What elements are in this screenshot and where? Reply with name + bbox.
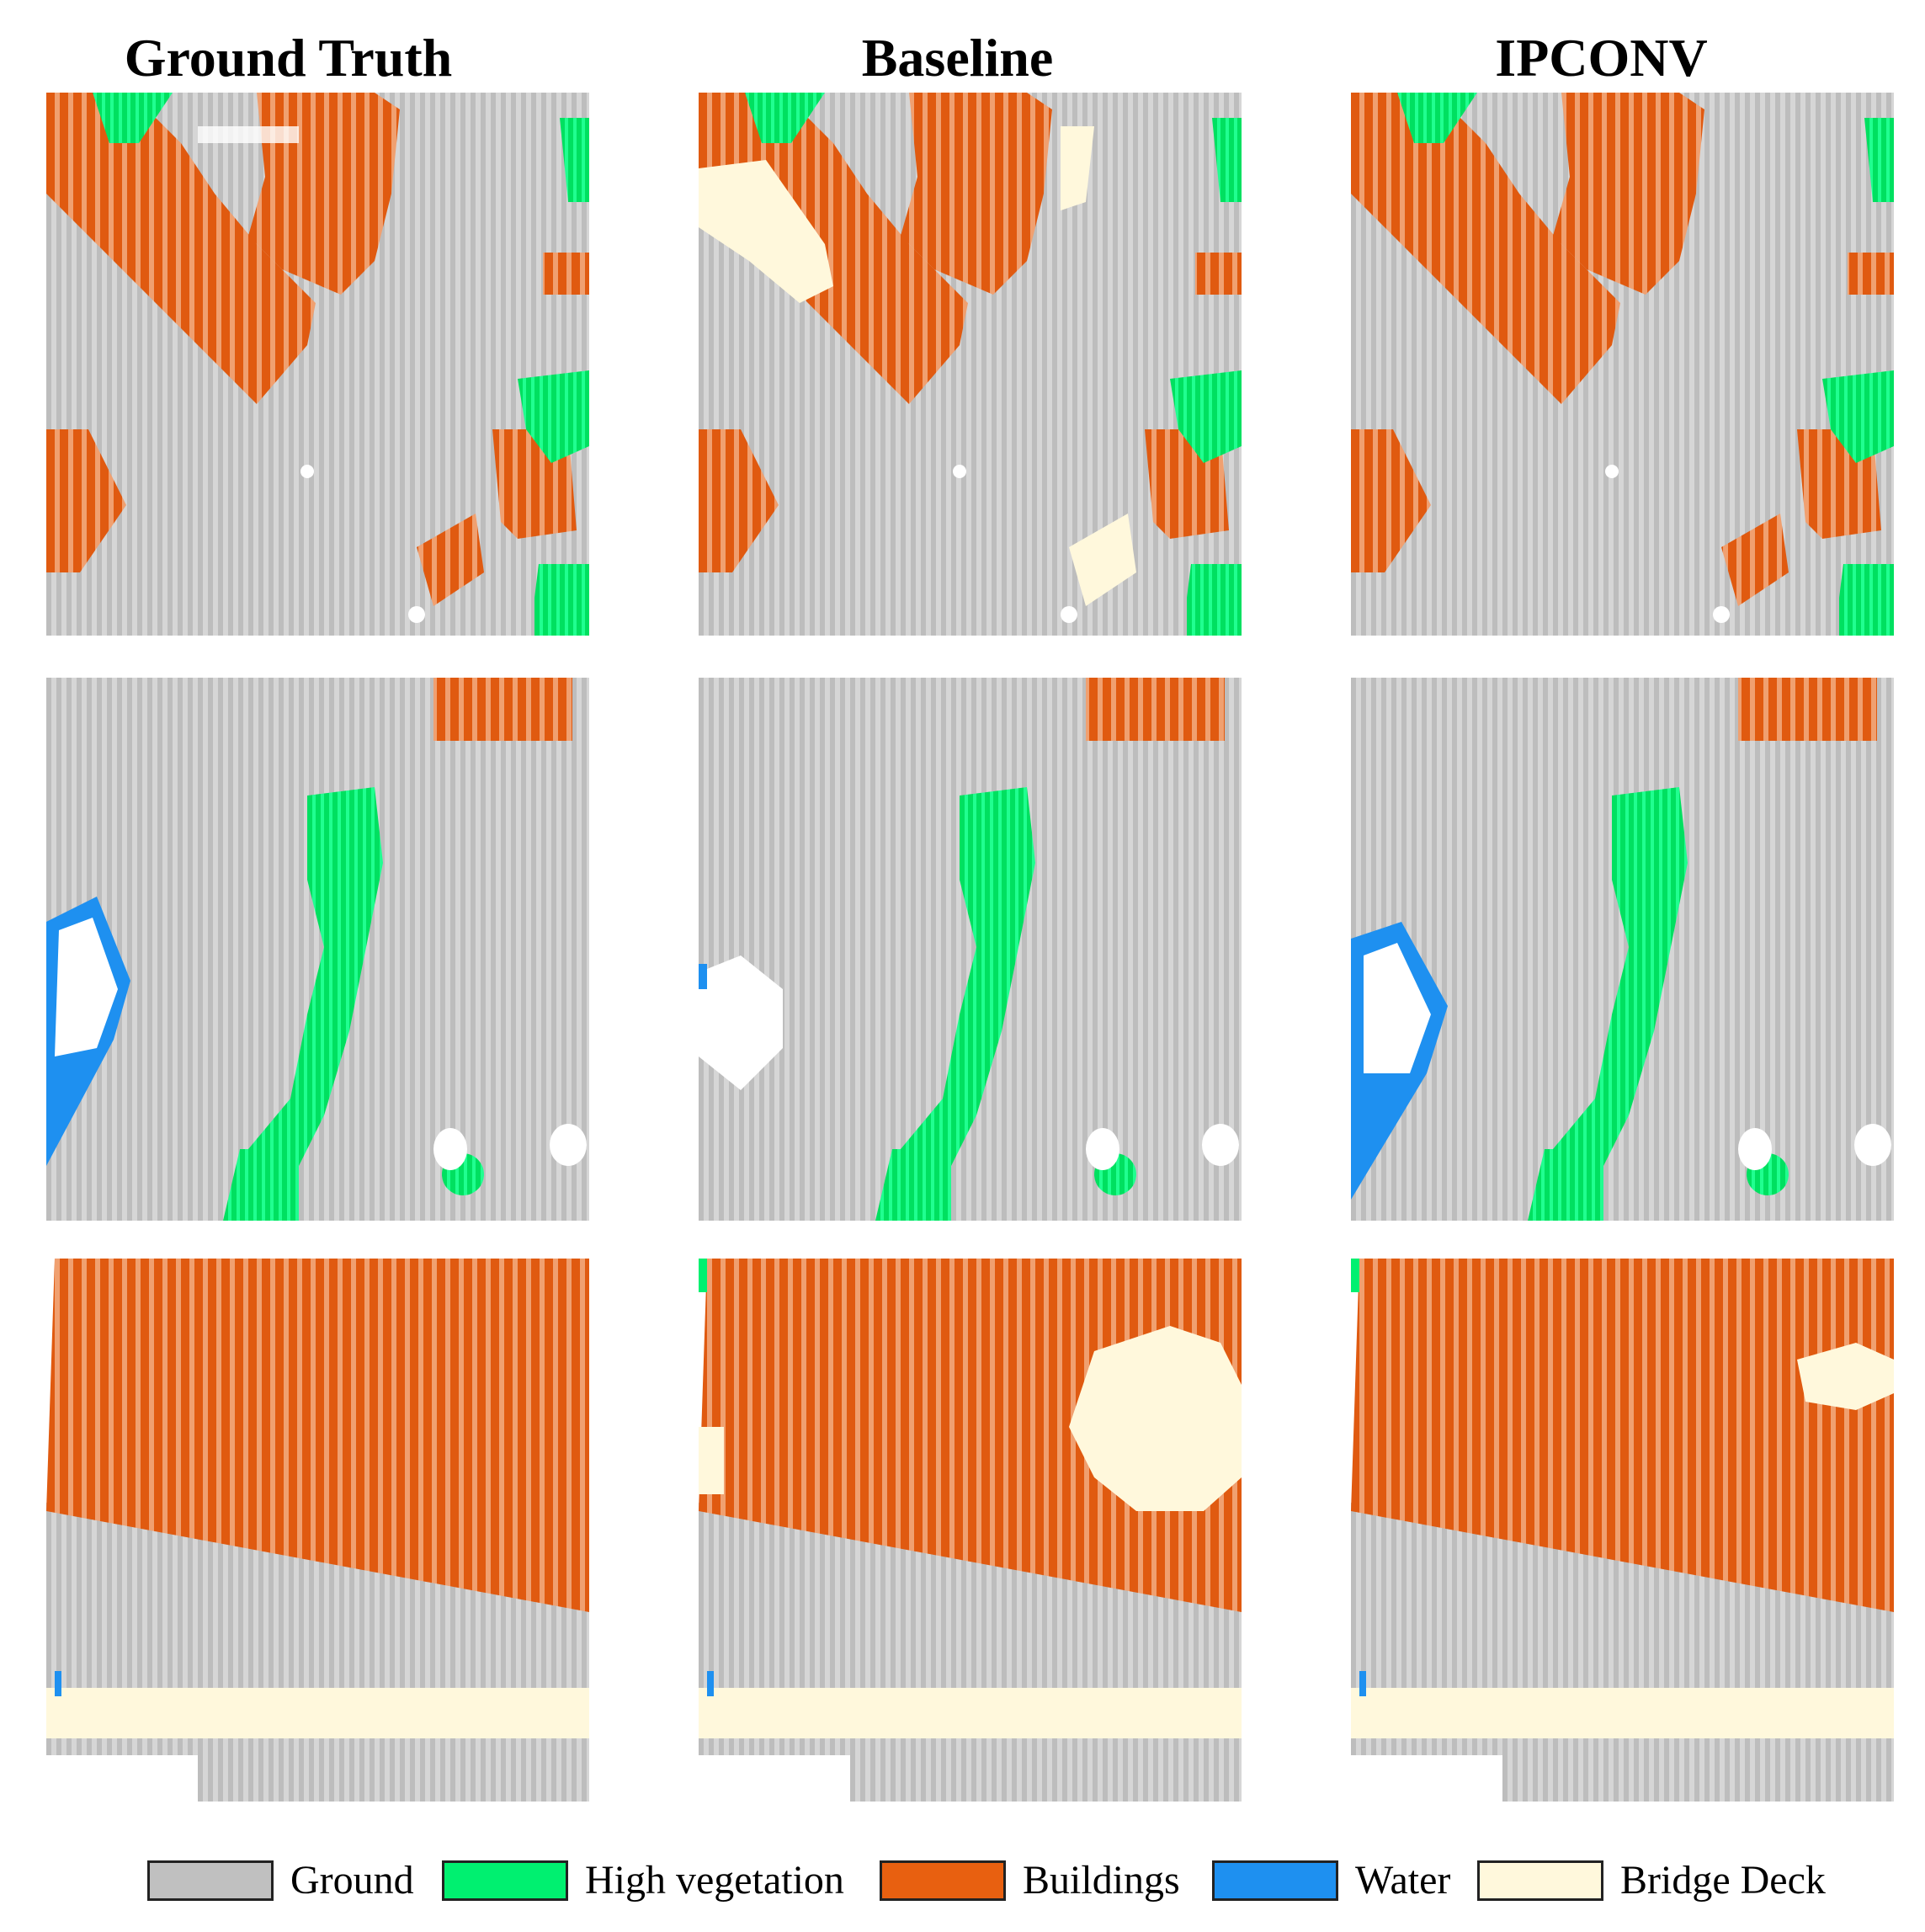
legend-swatch-buildings [880,1860,1006,1901]
legend-label-water: Water [1355,1858,1451,1903]
legend-label-bridge-deck: Bridge Deck [1620,1858,1826,1903]
legend-label-high-vegetation: High vegetation [585,1858,844,1903]
panel-baseline-scene-1 [699,93,1242,636]
column-title-ground-truth: Ground Truth [124,28,453,88]
panel-ground-truth-scene-2 [46,678,589,1221]
point-cloud-baseline-scene-3 [699,1259,1242,1802]
legend-swatch-water [1212,1860,1338,1901]
point-cloud-ipconv-scene-3 [1351,1259,1894,1802]
legend-swatch-ground [147,1860,274,1901]
panel-ipconv-scene-3 [1351,1259,1894,1802]
panel-baseline-scene-3 [699,1259,1242,1802]
legend-label-ground: Ground [290,1858,414,1903]
point-cloud-ground-truth-scene-2 [46,678,589,1221]
legend-swatch-bridge-deck [1477,1860,1603,1901]
point-cloud-baseline-scene-2 [699,678,1242,1221]
legend-label-buildings: Buildings [1023,1858,1180,1903]
panel-ground-truth-scene-1 [46,93,589,636]
panel-baseline-scene-2 [699,678,1242,1221]
panel-ground-truth-scene-3 [46,1259,589,1802]
point-cloud-ipconv-scene-1 [1351,93,1894,636]
point-cloud-baseline-scene-1 [699,93,1242,636]
column-title-baseline: Baseline [861,28,1054,88]
legend: Ground High vegetation Buildings Water B… [0,1835,1925,1928]
point-cloud-ground-truth-scene-1 [46,93,589,636]
legend-swatch-high-vegetation [442,1860,568,1901]
point-cloud-ipconv-scene-2 [1351,678,1894,1221]
column-title-ipconv: IPCONV [1495,28,1708,88]
point-cloud-ground-truth-scene-3 [46,1259,589,1802]
panel-ipconv-scene-1 [1351,93,1894,636]
panel-ipconv-scene-2 [1351,678,1894,1221]
